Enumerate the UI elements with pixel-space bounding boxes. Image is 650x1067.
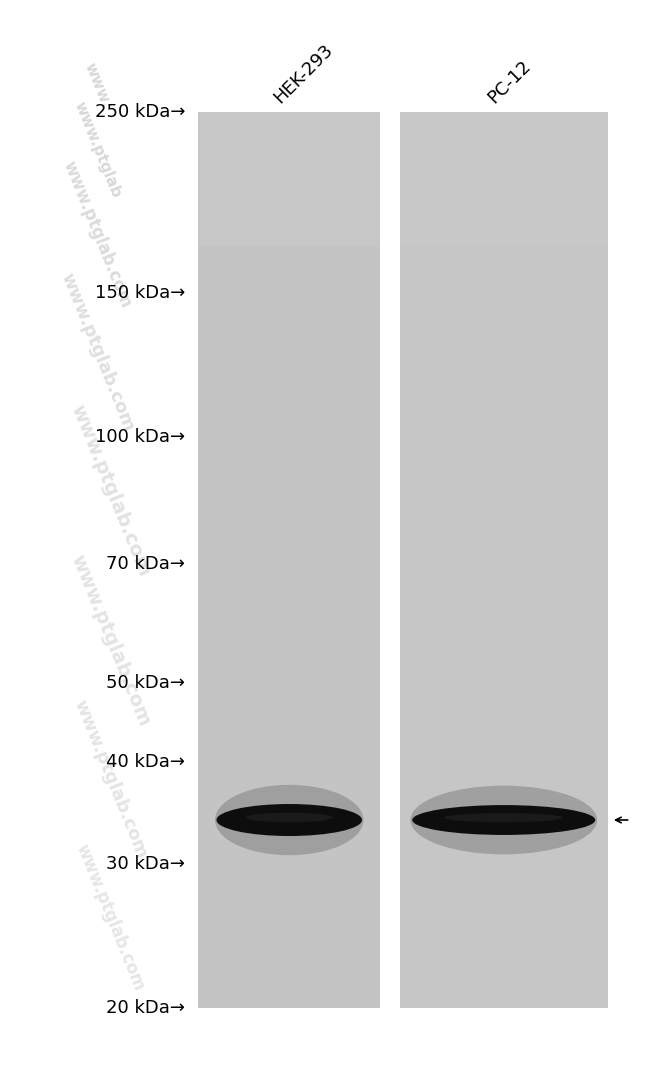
Text: 150 kDa→: 150 kDa→ bbox=[95, 284, 185, 302]
Text: www.ptglab: www.ptglab bbox=[72, 99, 124, 200]
Text: www.ptglab.com: www.ptglab.com bbox=[68, 402, 153, 579]
Text: 70 kDa→: 70 kDa→ bbox=[106, 555, 185, 573]
Bar bbox=[400, 112, 608, 1008]
Text: 20 kDa→: 20 kDa→ bbox=[106, 1000, 185, 1017]
Text: 50 kDa→: 50 kDa→ bbox=[106, 674, 185, 692]
Bar bbox=[400, 112, 608, 246]
Text: www.ptglab.com: www.ptglab.com bbox=[73, 842, 148, 993]
Ellipse shape bbox=[410, 785, 597, 855]
Ellipse shape bbox=[412, 806, 595, 835]
Text: 40 kDa→: 40 kDa→ bbox=[106, 753, 185, 771]
Ellipse shape bbox=[216, 805, 362, 837]
Bar bbox=[198, 112, 380, 246]
Text: www.ptglab.com: www.ptglab.com bbox=[60, 159, 135, 310]
Text: www.ptglab.com: www.ptglab.com bbox=[70, 697, 151, 861]
Text: www.ptglab.com: www.ptglab.com bbox=[57, 270, 138, 434]
Bar bbox=[198, 112, 380, 1008]
Text: www.ptglab.com: www.ptglab.com bbox=[68, 552, 153, 729]
Text: 100 kDa→: 100 kDa→ bbox=[95, 428, 185, 446]
Text: PC-12: PC-12 bbox=[484, 57, 534, 107]
Text: HEK-293: HEK-293 bbox=[270, 41, 336, 107]
Ellipse shape bbox=[246, 813, 333, 823]
Ellipse shape bbox=[444, 813, 564, 822]
Text: 250 kDa→: 250 kDa→ bbox=[95, 103, 185, 121]
Text: www.: www. bbox=[82, 61, 113, 110]
Ellipse shape bbox=[215, 785, 363, 856]
Text: 30 kDa→: 30 kDa→ bbox=[106, 856, 185, 874]
